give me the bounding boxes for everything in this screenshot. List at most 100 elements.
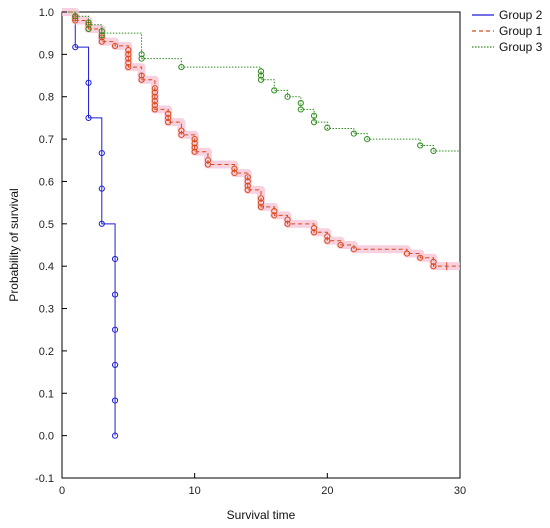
event-marker [98,34,105,41]
event-marker [417,254,424,261]
event-marker [151,97,158,105]
y-tick-label: 0.9 [39,49,54,61]
event-marker [72,13,79,20]
series-group-3 [62,11,460,155]
event-marker [350,130,357,137]
event-marker [191,135,198,143]
event-marker [98,27,105,35]
event-marker [98,185,105,192]
y-tick-label: 0.4 [39,261,54,273]
event-marker [231,169,238,177]
event-marker [111,291,119,298]
event-marker [151,89,158,96]
event-marker [430,263,437,270]
event-marker [72,15,79,22]
event-marker [310,112,318,119]
event-marker [231,165,238,172]
plot-area-frame [61,11,461,479]
y-tick-label: -0.1 [35,473,54,485]
y-tick-label: 0.6 [39,176,54,188]
event-marker [284,220,291,227]
y-tick-label: 0.5 [39,219,54,231]
series-line [62,11,460,267]
event-marker [244,186,251,194]
event-marker [98,38,105,45]
event-marker [324,233,331,240]
event-marker [85,25,92,33]
event-marker [178,131,185,138]
event-marker [151,106,158,113]
event-marker [310,224,318,232]
event-marker [85,19,92,26]
event-marker [310,119,318,126]
event-marker [204,161,212,168]
legend-label: Group 1 [499,24,543,38]
event-marker [257,72,265,79]
event-marker [191,140,198,147]
event-marker [125,47,132,54]
y-tick-label: 0.3 [39,304,54,316]
event-marker [72,17,79,24]
event-marker [297,106,304,113]
event-marker [284,93,291,100]
event-marker [125,51,132,58]
event-marker [125,59,132,66]
event-marker [244,178,251,185]
event-marker [85,79,92,86]
event-marker [271,212,278,219]
event-marker [257,76,265,83]
y-tick-label: 0.8 [39,92,54,104]
event-marker [204,157,212,164]
event-marker [125,55,132,62]
event-marker [138,51,145,58]
y-tick-label: 0.0 [39,431,54,443]
event-marker [337,241,344,249]
y-tick-label: 1.0 [39,7,54,19]
event-marker [350,246,357,253]
event-marker [165,114,172,122]
y-tick-label: 0.7 [39,134,54,146]
event-marker [111,397,119,404]
x-axis-label: Survival time [227,508,296,522]
event-marker [125,63,132,71]
legend-label: Group 3 [499,40,543,54]
event-marker [138,72,145,79]
event-marker [165,119,172,126]
event-marker [417,142,424,149]
legend: Group 2 Group 1 Group 3 [472,8,543,54]
event-marker [257,195,265,202]
event-marker [257,68,265,75]
x-tick-label: 30 [454,485,466,497]
event-marker [111,326,119,333]
event-marker [178,127,185,134]
event-marker [284,216,291,223]
event-marker [72,44,79,51]
y-axis-label: Probability of survival [7,188,21,301]
event-marker [364,135,371,143]
event-marker [151,85,158,92]
event-marker [98,149,105,157]
event-marker [403,250,411,257]
event-marker [430,147,437,155]
y-tick-label: 0.1 [39,388,54,400]
event-marker [98,220,105,227]
event-marker [271,87,278,94]
legend-label: Group 2 [499,8,543,22]
event-marker [257,199,265,206]
event-marker [151,102,158,109]
event-marker [165,110,172,117]
event-marker [111,42,119,49]
event-marker [111,361,119,368]
event-marker [324,124,331,131]
event-marker [430,258,437,266]
event-marker [151,93,158,100]
series-line [62,11,460,152]
event-marker [257,203,265,210]
event-marker [138,76,145,83]
x-tick-label: 20 [321,485,333,497]
event-marker [138,55,145,62]
event-marker [85,114,92,122]
event-marker [111,432,119,439]
